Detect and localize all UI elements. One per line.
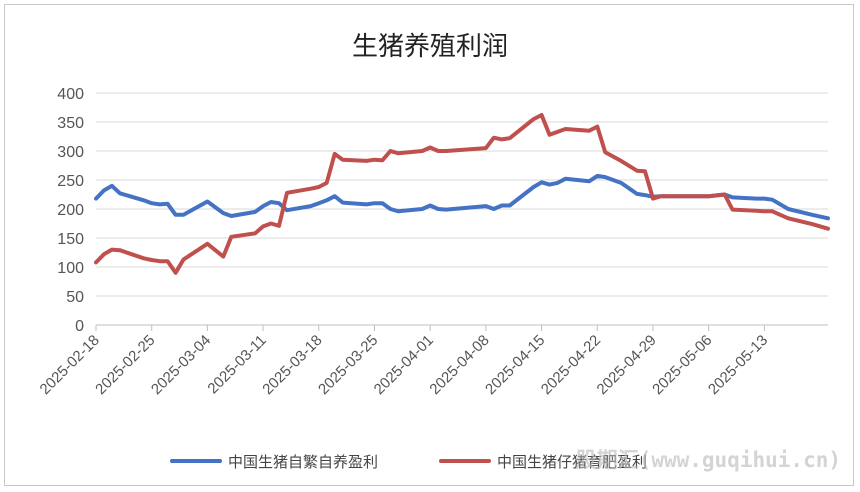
y-tick-label: 400	[57, 86, 84, 103]
x-tick-label: 2025-05-06	[649, 332, 715, 398]
y-tick-label: 50	[66, 289, 84, 306]
x-tick-label: 2025-02-25	[92, 332, 158, 398]
y-tick-label: 350	[57, 115, 84, 132]
x-tick-label: 2025-05-13	[705, 332, 771, 398]
x-axis-ticks: 2025-02-182025-02-252025-03-042025-03-11…	[37, 332, 772, 398]
legend: 中国生猪自繁自养盈利 中国生猪仔猪育肥盈利	[170, 453, 647, 471]
legend-label-2: 中国生猪仔猪育肥盈利	[497, 453, 647, 471]
y-tick-label: 200	[57, 202, 84, 219]
watermark-text: 股期汇(www.guqihui.cn)	[576, 448, 841, 472]
x-tick-label: 2025-02-18	[37, 332, 103, 398]
x-tick-label: 2025-04-01	[371, 332, 437, 398]
x-axis	[95, 324, 828, 331]
y-tick-label: 150	[57, 231, 84, 248]
chart-frame	[4, 4, 854, 486]
legend-label-1: 中国生猪自繁自养盈利	[228, 453, 378, 471]
x-tick-label: 2025-03-25	[315, 332, 381, 398]
y-axis-ticks: 0 50 100 150 200 250 300 350 400	[57, 86, 84, 335]
y-tick-label: 250	[57, 173, 84, 190]
y-tick-label: 0	[75, 318, 84, 335]
y-tick-label: 100	[57, 260, 84, 277]
x-tick-label: 2025-04-29	[594, 332, 660, 398]
chart-title: 生猪养殖利润	[352, 32, 508, 62]
x-tick-label: 2025-04-22	[538, 332, 604, 398]
y-tick-label: 300	[57, 144, 84, 161]
x-tick-label: 2025-03-18	[259, 332, 325, 398]
series-line-2	[94, 113, 830, 275]
x-tick-label: 2025-04-15	[482, 332, 548, 398]
x-tick-label: 2025-04-08	[426, 332, 492, 398]
series-lines	[94, 113, 830, 275]
x-tick-label: 2025-03-04	[148, 332, 214, 398]
